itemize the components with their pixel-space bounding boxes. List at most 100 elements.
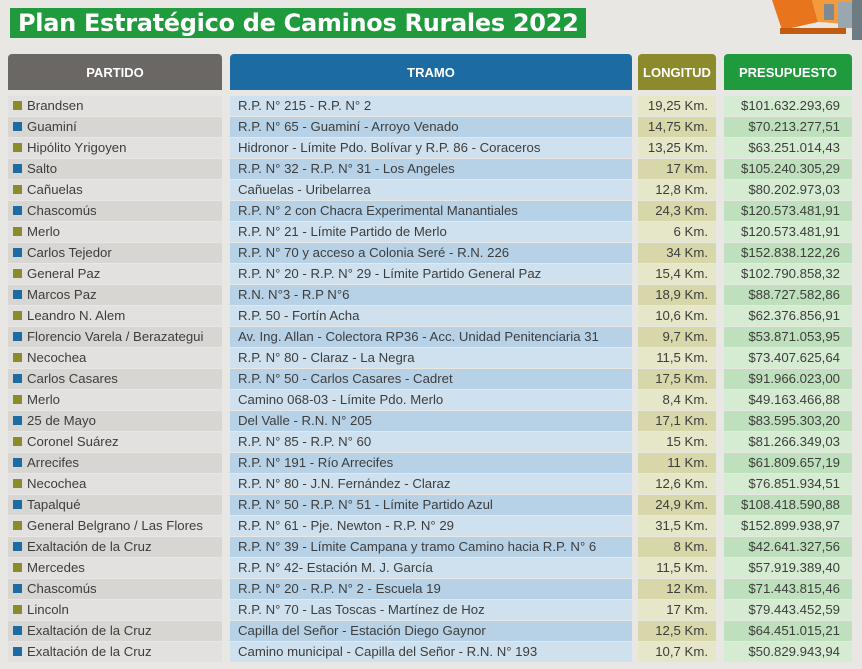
presupuesto-cell: $120.573.481,91 [724,201,852,221]
presupuesto-cell: $73.407.625,64 [724,348,852,368]
table-row: Chascomús R.P. N° 2 con Chacra Experiment… [8,201,852,222]
presupuesto-cell: $83.595.303,20 [724,411,852,431]
partido-cell: Florencio Varela / Berazategui [8,327,222,347]
longitud-cell: 12,6 Km. [638,474,716,494]
bullet-square-icon [13,563,22,572]
table-row: Carlos Casares R.P. N° 50 - Carlos Casare… [8,369,852,390]
tramo-cell: R.P. N° 191 - Río Arrecifes [230,453,632,473]
table-row: Leandro N. Alem R.P. 50 - Fortín Acha 10,6… [8,306,852,327]
presupuesto-cell: $120.573.481,91 [724,222,852,242]
presupuesto-cell: $88.727.582,86 [724,285,852,305]
presupuesto-cell: $42.641.327,56 [724,537,852,557]
partido-text: Exaltación de la Cruz [27,623,152,638]
longitud-cell: 8,4 Km. [638,390,716,410]
table-row: General Paz R.P. N° 20 - R.P. N° 29 - Lím… [8,264,852,285]
tramo-cell: R.P. N° 20 - R.P. N° 29 - Límite Partido… [230,264,632,284]
partido-text: Coronel Suárez [27,434,119,449]
roads-table: Brandsen R.P. N° 215 - R.P. N° 2 19,25 Km.… [8,96,852,663]
partido-cell: Guaminí [8,117,222,137]
bullet-square-icon [13,227,22,236]
partido-cell: Merlo [8,390,222,410]
partido-cell: Mercedes [8,558,222,578]
bullet-square-icon [13,206,22,215]
tramo-cell: Del Valle - R.N. N° 205 [230,411,632,431]
tramo-cell: R.P. 50 - Fortín Acha [230,306,632,326]
partido-text: Marcos Paz [27,287,97,302]
partido-text: Florencio Varela / Berazategui [27,329,204,344]
partido-cell: Coronel Suárez [8,432,222,452]
table-row: Florencio Varela / Berazategui Av. Ing. A… [8,327,852,348]
tramo-cell: Cañuelas - Uribelarrea [230,180,632,200]
table-row: Exaltación de la Cruz R.P. N° 39 - Límite… [8,537,852,558]
partido-text: Guaminí [27,119,77,134]
bullet-square-icon [13,437,22,446]
table-row: Guaminí R.P. N° 65 - Guaminí - Arroyo Ven… [8,117,852,138]
partido-cell: General Paz [8,264,222,284]
table-row: Marcos Paz R.N. N°3 - R.P N°6 18,9 Km. $88.… [8,285,852,306]
table-row: Necochea R.P. N° 80 - Claraz - La Negra 11… [8,348,852,369]
partido-text: Cañuelas [27,182,83,197]
table-row: Cañuelas Cañuelas - Uribelarrea 12,8 Km. $8… [8,180,852,201]
bullet-square-icon [13,353,22,362]
tramo-cell: R.P. N° 50 - Carlos Casares - Cadret [230,369,632,389]
table-row: Lincoln R.P. N° 70 - Las Toscas - Martíne… [8,600,852,621]
bullet-square-icon [13,374,22,383]
column-header-partido: PARTIDO [8,54,222,90]
bullet-square-icon [13,479,22,488]
table-row: Exaltación de la Cruz Capilla del Señor -… [8,621,852,642]
longitud-cell: 24,3 Km. [638,201,716,221]
tramo-cell: R.P. N° 65 - Guaminí - Arroyo Venado [230,117,632,137]
partido-text: Salto [27,161,58,176]
partido-text: Hipólito Yrigoyen [27,140,127,155]
partido-cell: Exaltación de la Cruz [8,621,222,641]
partido-text: Brandsen [27,98,84,113]
longitud-cell: 19,25 Km. [638,96,716,116]
partido-text: Leandro N. Alem [27,308,126,323]
partido-cell: Leandro N. Alem [8,306,222,326]
bullet-square-icon [13,101,22,110]
longitud-cell: 34 Km. [638,243,716,263]
presupuesto-cell: $71.443.815,46 [724,579,852,599]
longitud-cell: 11,5 Km. [638,348,716,368]
tramo-cell: R.P. N° 42- Estación M. J. García [230,558,632,578]
partido-text: General Belgrano / Las Flores [27,518,203,533]
bullet-square-icon [13,143,22,152]
partido-cell: Hipólito Yrigoyen [8,138,222,158]
longitud-cell: 11,5 Km. [638,558,716,578]
bullet-square-icon [13,647,22,656]
tramo-cell: R.P. N° 70 - Las Toscas - Martínez de Ho… [230,600,632,620]
tramo-cell: R.P. N° 85 - R.P. N° 60 [230,432,632,452]
tramo-cell: R.P. N° 32 - R.P. N° 31 - Los Angeles [230,159,632,179]
tramo-cell: R.P. N° 80 - J.N. Fernández - Claraz [230,474,632,494]
table-row: Hipólito Yrigoyen Hidronor - Límite Pdo. … [8,138,852,159]
presupuesto-cell: $91.966.023,00 [724,369,852,389]
table-row: General Belgrano / Las Flores R.P. N° 61 … [8,516,852,537]
longitud-cell: 13,25 Km. [638,138,716,158]
column-header-presupuesto: PRESUPUESTO [724,54,852,90]
tramo-cell: R.P. N° 61 - Pje. Newton - R.P. N° 29 [230,516,632,536]
tramo-cell: R.N. N°3 - R.P N°6 [230,285,632,305]
longitud-cell: 18,9 Km. [638,285,716,305]
presupuesto-cell: $64.451.015,21 [724,621,852,641]
longitud-cell: 24,9 Km. [638,495,716,515]
partido-cell: Exaltación de la Cruz [8,642,222,662]
tramo-cell: R.P. N° 21 - Límite Partido de Merlo [230,222,632,242]
presupuesto-cell: $50.829.943,94 [724,642,852,662]
longitud-cell: 17 Km. [638,600,716,620]
tramo-cell: R.P. N° 215 - R.P. N° 2 [230,96,632,116]
table-row: Brandsen R.P. N° 215 - R.P. N° 2 19,25 Km.… [8,96,852,117]
bullet-square-icon [13,248,22,257]
partido-text: Chascomús [27,581,97,596]
presupuesto-cell: $63.251.014,43 [724,138,852,158]
bullet-square-icon [13,584,22,593]
bullet-square-icon [13,269,22,278]
tramo-cell: Hidronor - Límite Pdo. Bolívar y R.P. 86… [230,138,632,158]
bullet-square-icon [13,500,22,509]
presupuesto-cell: $49.163.466,88 [724,390,852,410]
partido-cell: Marcos Paz [8,285,222,305]
partido-text: Mercedes [27,560,85,575]
bullet-square-icon [13,185,22,194]
presupuesto-cell: $80.202.973,03 [724,180,852,200]
bullet-square-icon [13,542,22,551]
table-row: Carlos Tejedor R.P. N° 70 y acceso a Colo… [8,243,852,264]
